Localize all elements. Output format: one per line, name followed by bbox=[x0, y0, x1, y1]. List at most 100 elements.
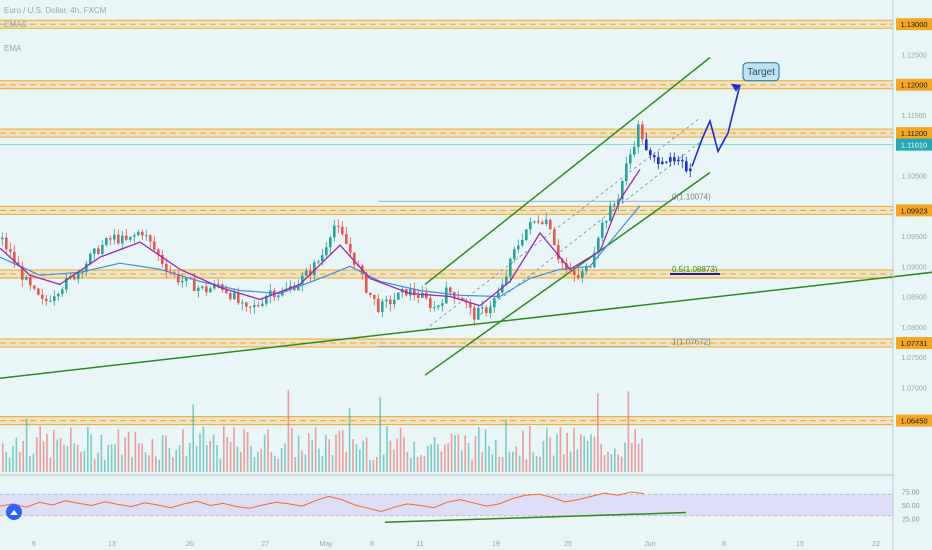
volume-bar bbox=[138, 443, 140, 472]
volume-bar bbox=[83, 450, 86, 472]
candle-body bbox=[645, 139, 648, 151]
volume-bar bbox=[559, 427, 562, 472]
candle-body bbox=[217, 283, 220, 285]
candle-body bbox=[373, 294, 376, 299]
volume-bar bbox=[314, 427, 317, 472]
candle-body bbox=[549, 219, 552, 230]
volume-bar bbox=[427, 445, 429, 472]
candle-body bbox=[41, 294, 44, 299]
volume-bar bbox=[590, 434, 592, 472]
volume-bar bbox=[508, 451, 511, 472]
volume-bar bbox=[512, 451, 514, 472]
volume-bar bbox=[189, 443, 191, 472]
rsi-pane: 75.00 50.00 25.00 bbox=[0, 474, 920, 524]
volume-bar bbox=[131, 457, 133, 472]
candle-body bbox=[105, 238, 108, 245]
candle-body bbox=[117, 234, 120, 244]
candle-body bbox=[325, 247, 328, 256]
time-tick-label: 20 bbox=[186, 541, 194, 548]
candle-body bbox=[377, 298, 380, 313]
volume-bar bbox=[185, 455, 188, 472]
candle-body bbox=[469, 302, 472, 308]
time-tick-label: Jun bbox=[644, 541, 655, 548]
axis-level-tag bbox=[896, 204, 932, 217]
volume-bar bbox=[586, 440, 589, 472]
candle-layer bbox=[1, 120, 692, 327]
volume-bar bbox=[573, 427, 575, 472]
volume-bar bbox=[355, 444, 358, 472]
volume-bar bbox=[328, 439, 330, 472]
candle-body bbox=[461, 298, 464, 301]
time-tick-label: 6 bbox=[32, 541, 36, 548]
volume-bar bbox=[110, 444, 113, 472]
volume-bar bbox=[542, 440, 545, 472]
volume-bar bbox=[505, 419, 507, 472]
time-tick-label: 27 bbox=[261, 541, 269, 548]
volume-bar bbox=[229, 442, 232, 472]
candle-body bbox=[153, 241, 156, 250]
candle-body bbox=[353, 252, 356, 265]
candle-body bbox=[533, 221, 536, 223]
target-box bbox=[742, 62, 780, 82]
candle-body bbox=[597, 237, 600, 253]
volume-bar bbox=[226, 436, 228, 472]
volume-bar bbox=[53, 429, 55, 472]
volume-bar bbox=[301, 450, 303, 472]
candle-body bbox=[593, 252, 596, 268]
tradingview-logo-icon[interactable] bbox=[6, 504, 22, 520]
candle-body bbox=[49, 300, 52, 302]
candle-body bbox=[277, 295, 280, 298]
candle-body bbox=[229, 293, 232, 300]
volume-bar bbox=[637, 443, 640, 472]
channel-midline-2 bbox=[479, 141, 701, 315]
volume-bar bbox=[535, 455, 538, 472]
volume-bar bbox=[93, 459, 96, 472]
candle-body bbox=[337, 225, 340, 227]
volume-bar bbox=[444, 444, 446, 472]
volume-bar bbox=[396, 438, 398, 472]
candle-body bbox=[385, 299, 388, 302]
volume-bar bbox=[172, 457, 174, 472]
volume-bar bbox=[583, 436, 585, 472]
candle-body bbox=[249, 306, 252, 308]
study-label-emas: EMAS bbox=[4, 20, 27, 29]
volume-bar bbox=[216, 444, 218, 472]
candle-body bbox=[565, 263, 568, 270]
volume-bar bbox=[580, 434, 582, 472]
volume-bar bbox=[393, 449, 395, 472]
candle-body bbox=[585, 266, 588, 272]
volume-bar bbox=[80, 451, 82, 472]
candle-body bbox=[241, 302, 244, 304]
candle-body bbox=[261, 303, 264, 306]
candle-body bbox=[9, 249, 12, 252]
volume-bar bbox=[406, 451, 409, 472]
volume-bar bbox=[457, 434, 460, 472]
volume-bar bbox=[413, 441, 415, 472]
candle-body bbox=[409, 288, 412, 296]
candle-body bbox=[321, 255, 324, 262]
volume-bar bbox=[522, 430, 524, 472]
axis-tick-label: 1.09000 bbox=[901, 264, 926, 271]
candle-body bbox=[677, 159, 680, 162]
candle-body bbox=[541, 222, 544, 224]
volume-bar bbox=[49, 457, 52, 472]
candle-body bbox=[625, 163, 628, 181]
volume-bar bbox=[104, 459, 106, 472]
candle-body bbox=[185, 277, 188, 281]
time-tick-label: 25 bbox=[564, 541, 572, 548]
volume-bar bbox=[430, 444, 432, 472]
candle-body bbox=[305, 270, 308, 276]
volume-bar bbox=[382, 454, 385, 472]
volume-bar bbox=[529, 426, 531, 472]
volume-bar bbox=[437, 444, 439, 472]
axis-level-label: 1.07731 bbox=[900, 339, 927, 348]
volume-bar bbox=[399, 427, 402, 472]
volume-bar bbox=[297, 435, 300, 472]
level-band bbox=[0, 80, 893, 89]
volume-bar bbox=[287, 389, 290, 472]
candle-body bbox=[457, 297, 460, 299]
channel-midline bbox=[424, 117, 701, 331]
chart-title: Euro / U.S. Dollar, 4h, FXCM bbox=[4, 6, 107, 15]
volume-bar bbox=[114, 444, 116, 472]
